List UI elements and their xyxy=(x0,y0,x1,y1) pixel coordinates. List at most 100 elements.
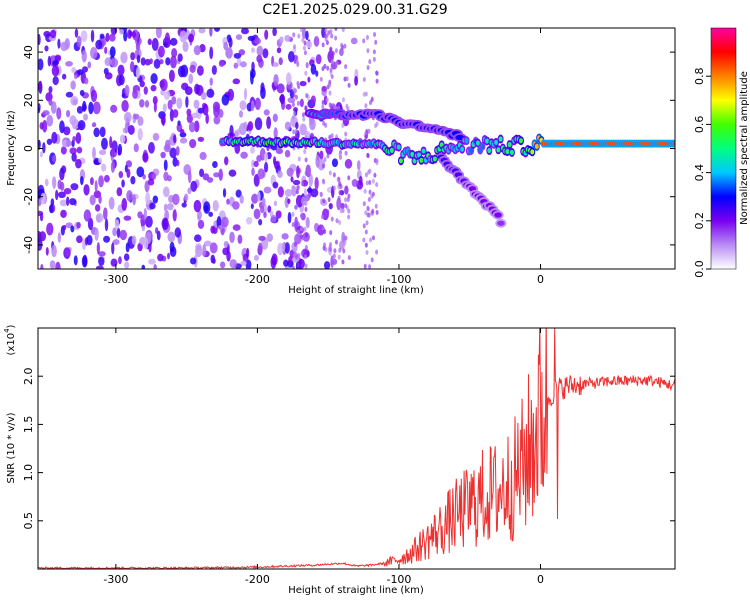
spectrogram-noise-cell xyxy=(152,132,160,141)
spectrogram-noise-cell xyxy=(60,165,67,174)
spectrogram-noise-cell xyxy=(156,230,161,241)
spectrogram-noise-cell xyxy=(366,48,370,54)
spectrogram-noise-cell xyxy=(368,180,372,186)
spectrogram-noise-cell xyxy=(50,198,55,206)
spectrogram-noise-cell xyxy=(273,200,278,207)
spectrogram-noise-cell xyxy=(75,158,82,169)
spectrogram-noise-cell xyxy=(375,209,379,215)
spectrogram-noise-cell xyxy=(99,33,105,39)
spectrogram-noise-cell xyxy=(235,34,243,40)
spectrogram-noise-cell xyxy=(153,101,157,113)
spectrogram-noise-cell xyxy=(108,196,115,210)
spectrogram-noise-cell xyxy=(295,121,299,130)
spectrogram-noise-cell xyxy=(322,198,326,204)
spectrogram-noise-cell xyxy=(57,191,66,199)
spectrogram-noise-cell xyxy=(172,109,179,118)
spectrogram-noise-cell xyxy=(226,250,231,262)
spectrogram-noise-cell xyxy=(345,76,349,82)
spectrogram-noise-cell xyxy=(328,53,332,59)
spectrogram-noise-cell xyxy=(139,99,145,108)
snr-y-multiplier-exponent: 4 xyxy=(3,328,11,333)
snr-frame xyxy=(37,327,676,570)
spectrogram-noise-cell xyxy=(257,191,261,203)
spectrogram-noise-cell xyxy=(365,220,369,226)
spectrogram-noise-cell xyxy=(166,175,172,182)
spectrogram-noise-cell xyxy=(96,242,100,255)
spectrogram-noise-cell xyxy=(126,168,131,179)
spectrogram-noise-cell xyxy=(372,49,376,55)
spectrogram-noise-cell xyxy=(308,173,314,187)
spectrogram-x-tick-label: -100 xyxy=(386,273,411,286)
spectrogram-noise-cell xyxy=(330,133,334,139)
spectrogram-noise-cell xyxy=(296,185,300,191)
spectrogram-x-ticks: -300 -200 -100 0 xyxy=(103,28,544,286)
spectrogram-noise-cell xyxy=(341,259,345,265)
spectrogram-noise-cell xyxy=(254,117,263,131)
spectrogram-noise-cell xyxy=(276,47,282,54)
spectrogram-noise-cell xyxy=(211,65,217,75)
spectrogram-noise-cell xyxy=(233,52,242,59)
spectrogram-noise-cell xyxy=(168,69,175,83)
spectrogram-noise-cell xyxy=(323,33,327,39)
spectrogram-noise-cell xyxy=(332,172,336,178)
spectrogram-noise-cell xyxy=(347,82,351,88)
spectrogram-noise-cell xyxy=(286,167,294,177)
colorbar: 0.0 0.2 0.4 0.6 0.8 Normalized spectral ampl… xyxy=(693,27,750,278)
spectrogram-noise-cell xyxy=(303,40,307,46)
spectrogram-noise-cell xyxy=(285,103,292,110)
spectrogram-main-line-cell xyxy=(509,149,514,156)
spectrogram-noise-cell xyxy=(172,193,180,206)
spectrogram-noise-cell xyxy=(344,158,353,169)
spectrogram-noise-cell xyxy=(373,172,377,178)
spectrogram-noise-cell xyxy=(121,179,125,188)
spectrogram-noise-cell xyxy=(284,121,291,131)
spectrogram-noise-cell xyxy=(40,192,46,205)
spectrogram-noise-cell xyxy=(300,250,304,256)
snr-x-tick-label: -300 xyxy=(103,573,128,586)
spectrogram-noise-cell xyxy=(277,186,284,198)
spectrogram-y-tick-label: 20 xyxy=(22,93,35,107)
spectrogram-noise-cell xyxy=(44,178,49,187)
spectrogram-noise-cell xyxy=(66,196,70,207)
snr-panel: -300 -200 -100 0 0.5 1.0 1.5 2.0 Height of str… xyxy=(3,324,676,596)
spectrogram-noise-cell xyxy=(225,47,233,59)
spectrogram-noise-cell xyxy=(136,166,145,178)
spectrogram-noise-cell xyxy=(332,253,336,259)
spectrogram-noise-cell xyxy=(253,208,261,220)
spectrogram-noise-cell xyxy=(213,172,220,178)
spectrogram-noise-cell xyxy=(46,114,54,127)
spectrogram-noise-cell xyxy=(181,82,189,91)
spectrogram-main-line-cell xyxy=(505,148,510,155)
spectrogram-noise-cell xyxy=(121,99,129,112)
spectrogram-noise-cell xyxy=(239,194,244,204)
spectrogram-noise-cell xyxy=(147,38,152,46)
spectrogram-noise-cell xyxy=(239,61,247,68)
spectrogram-noise-cell xyxy=(292,87,296,93)
spectrogram-noise-cell xyxy=(79,89,85,96)
spectrogram-noise-cell xyxy=(297,258,305,269)
spectrogram-main-line-cell xyxy=(485,138,490,144)
spectrogram-noise-cell xyxy=(213,115,221,125)
spectrogram-noise-cell xyxy=(354,75,359,86)
snr-background xyxy=(38,328,675,569)
spectrogram-noise-cell xyxy=(325,40,329,46)
spectrogram-noise-cell xyxy=(69,147,77,155)
spectrogram-noise-cell xyxy=(342,248,346,254)
spectrogram-noise-cell xyxy=(104,218,109,232)
spectrogram-noise-cell xyxy=(328,102,332,108)
spectrogram-noise-cell xyxy=(148,258,156,265)
spectrogram-noise-cell xyxy=(237,234,243,244)
spectrogram-noise-cell xyxy=(57,179,62,190)
spectrogram-noise-cell xyxy=(209,242,218,254)
spectrogram-noise-cell xyxy=(167,231,176,243)
spectrogram-noise-cell xyxy=(196,65,204,76)
spectrogram-noise-cell xyxy=(254,37,261,45)
spectrogram-y-axis-label: Frequency (Hz) xyxy=(6,110,17,186)
spectrogram-noise-cell xyxy=(40,263,44,269)
spectrogram-noise-cell xyxy=(57,38,61,49)
spectrogram-main-line-cell xyxy=(487,147,492,154)
spectrogram-noise-cell xyxy=(81,49,87,63)
spectrogram-noise-cell xyxy=(117,148,121,156)
spectrogram-noise-cell xyxy=(103,235,111,243)
